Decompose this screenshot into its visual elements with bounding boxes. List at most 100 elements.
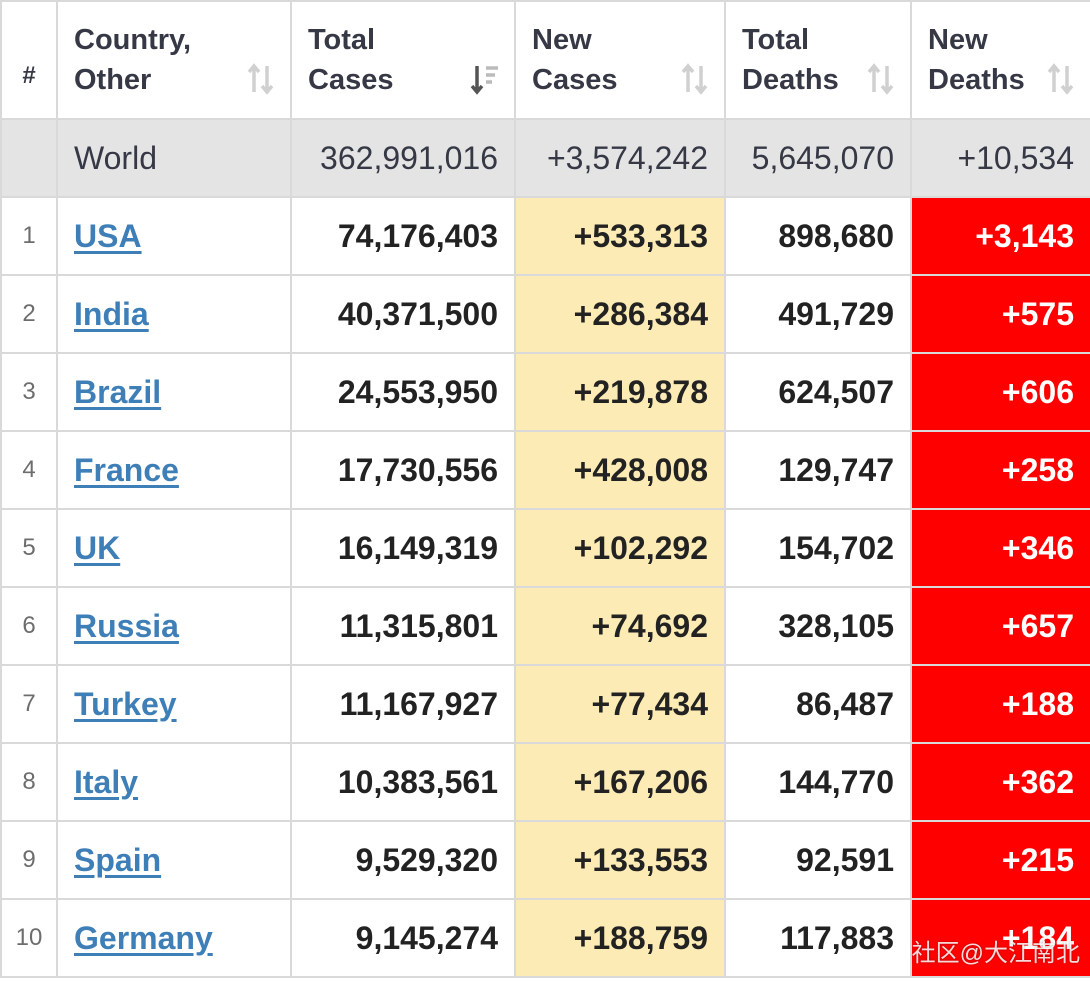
new-deaths-cell: +3,143 bbox=[910, 196, 1090, 276]
new-cases-cell: +167,206 bbox=[514, 742, 726, 822]
new-cases-cell: +286,384 bbox=[514, 274, 726, 354]
total-cases-cell: 24,553,950 bbox=[290, 352, 516, 432]
world-name: World bbox=[56, 119, 292, 198]
new-deaths-cell: +258 bbox=[910, 430, 1090, 510]
table-row: 9 Spain 9,529,320 +133,553 92,591 +215 bbox=[0, 820, 1090, 900]
rank-cell: 2 bbox=[0, 274, 58, 354]
new-cases-cell: +188,759 bbox=[514, 898, 726, 978]
table-row: 3 Brazil 24,553,950 +219,878 624,507 +606 bbox=[0, 352, 1090, 432]
country-name-cell: India bbox=[56, 274, 292, 354]
total-deaths-header-line1: Total bbox=[742, 24, 810, 56]
total-cases-header-line1: Total bbox=[308, 24, 376, 56]
rank-header-label: # bbox=[22, 62, 36, 89]
country-header-line1: Country, bbox=[74, 24, 192, 56]
country-link[interactable]: India bbox=[74, 295, 149, 332]
table-row: 5 UK 16,149,319 +102,292 154,702 +346 bbox=[0, 508, 1090, 588]
sort-icon[interactable] bbox=[1046, 62, 1076, 96]
new-deaths-header-line2: Deaths bbox=[928, 64, 1025, 96]
country-link[interactable]: France bbox=[74, 451, 179, 488]
total-cases-cell: 10,383,561 bbox=[290, 742, 516, 822]
total-cases-header[interactable]: Total Cases bbox=[290, 0, 516, 120]
rank-cell: 7 bbox=[0, 664, 58, 744]
total-cases-cell: 9,529,320 bbox=[290, 820, 516, 900]
new-deaths-cell: +215 bbox=[910, 820, 1090, 900]
table-row: 8 Italy 10,383,561 +167,206 144,770 +362 bbox=[0, 742, 1090, 822]
new-cases-cell: +428,008 bbox=[514, 430, 726, 510]
new-cases-header-line1: New bbox=[532, 24, 592, 56]
total-deaths-header-line2: Deaths bbox=[742, 64, 839, 96]
country-link[interactable]: UK bbox=[74, 529, 121, 566]
country-link[interactable]: Russia bbox=[74, 607, 179, 644]
country-header-line2: Other bbox=[74, 64, 152, 96]
table-row: 7 Turkey 11,167,927 +77,434 86,487 +188 bbox=[0, 664, 1090, 744]
new-cases-cell: +219,878 bbox=[514, 352, 726, 432]
total-cases-cell: 74,176,403 bbox=[290, 196, 516, 276]
new-deaths-cell: +657 bbox=[910, 586, 1090, 666]
rank-cell: 8 bbox=[0, 742, 58, 822]
total-deaths-cell: 898,680 bbox=[724, 196, 912, 276]
total-cases-cell: 40,371,500 bbox=[290, 274, 516, 354]
total-cases-cell: 11,315,801 bbox=[290, 586, 516, 666]
new-deaths-header[interactable]: New Deaths bbox=[910, 0, 1090, 120]
total-cases-cell: 11,167,927 bbox=[290, 664, 516, 744]
rank-cell: 1 bbox=[0, 196, 58, 276]
new-deaths-cell: +362 bbox=[910, 742, 1090, 822]
country-name-cell: Turkey bbox=[56, 664, 292, 744]
country-name-cell: Spain bbox=[56, 820, 292, 900]
country-name-cell: Brazil bbox=[56, 352, 292, 432]
country-link[interactable]: USA bbox=[74, 217, 142, 254]
new-cases-cell: +77,434 bbox=[514, 664, 726, 744]
new-cases-header-line2: Cases bbox=[532, 64, 618, 96]
table-row: 4 France 17,730,556 +428,008 129,747 +258 bbox=[0, 430, 1090, 510]
total-deaths-header[interactable]: Total Deaths bbox=[724, 0, 912, 120]
rank-cell: 6 bbox=[0, 586, 58, 666]
country-link[interactable]: Spain bbox=[74, 841, 162, 878]
new-deaths-cell: +184 bbox=[910, 898, 1090, 978]
new-deaths-header-line1: New bbox=[928, 24, 988, 56]
new-cases-cell: +133,553 bbox=[514, 820, 726, 900]
new-cases-cell: +74,692 bbox=[514, 586, 726, 666]
total-deaths-cell: 129,747 bbox=[724, 430, 912, 510]
world-new-cases: +3,574,242 bbox=[514, 119, 726, 198]
new-cases-cell: +102,292 bbox=[514, 508, 726, 588]
total-deaths-cell: 328,105 bbox=[724, 586, 912, 666]
rank-cell: 9 bbox=[0, 820, 58, 900]
country-header[interactable]: Country, Other bbox=[56, 0, 292, 120]
sort-descending-icon[interactable] bbox=[470, 62, 500, 96]
total-deaths-cell: 154,702 bbox=[724, 508, 912, 588]
table-row: 1 USA 74,176,403 +533,313 898,680 +3,143 bbox=[0, 196, 1090, 276]
rank-header: # bbox=[0, 0, 58, 120]
country-name-cell: Russia bbox=[56, 586, 292, 666]
new-deaths-cell: +575 bbox=[910, 274, 1090, 354]
table-row: 10 Germany 9,145,274 +188,759 117,883 +184 bbox=[0, 898, 1090, 978]
sort-icon[interactable] bbox=[866, 62, 896, 96]
sort-icon[interactable] bbox=[680, 62, 710, 96]
total-deaths-cell: 92,591 bbox=[724, 820, 912, 900]
new-cases-cell: +533,313 bbox=[514, 196, 726, 276]
new-cases-header[interactable]: New Cases bbox=[514, 0, 726, 120]
country-name-cell: USA bbox=[56, 196, 292, 276]
world-total-deaths: 5,645,070 bbox=[724, 119, 912, 198]
new-deaths-cell: +346 bbox=[910, 508, 1090, 588]
rank-cell: 10 bbox=[0, 898, 58, 978]
country-link[interactable]: Turkey bbox=[74, 685, 177, 722]
total-deaths-cell: 491,729 bbox=[724, 274, 912, 354]
total-deaths-cell: 624,507 bbox=[724, 352, 912, 432]
table-header-row: # Country, Other Total Cases New bbox=[0, 0, 1090, 120]
total-cases-cell: 17,730,556 bbox=[290, 430, 516, 510]
country-link[interactable]: Brazil bbox=[74, 373, 162, 410]
total-cases-header-line2: Cases bbox=[308, 64, 394, 96]
world-new-deaths: +10,534 bbox=[910, 119, 1090, 198]
total-deaths-cell: 117,883 bbox=[724, 898, 912, 978]
country-link[interactable]: Italy bbox=[74, 763, 139, 800]
country-link[interactable]: Germany bbox=[74, 919, 213, 956]
sort-icon[interactable] bbox=[246, 62, 276, 96]
country-name-cell: UK bbox=[56, 508, 292, 588]
world-rank-cell bbox=[0, 119, 58, 198]
world-total-cases: 362,991,016 bbox=[290, 119, 516, 198]
country-name-cell: Italy bbox=[56, 742, 292, 822]
table-row: 6 Russia 11,315,801 +74,692 328,105 +657 bbox=[0, 586, 1090, 666]
rank-cell: 5 bbox=[0, 508, 58, 588]
